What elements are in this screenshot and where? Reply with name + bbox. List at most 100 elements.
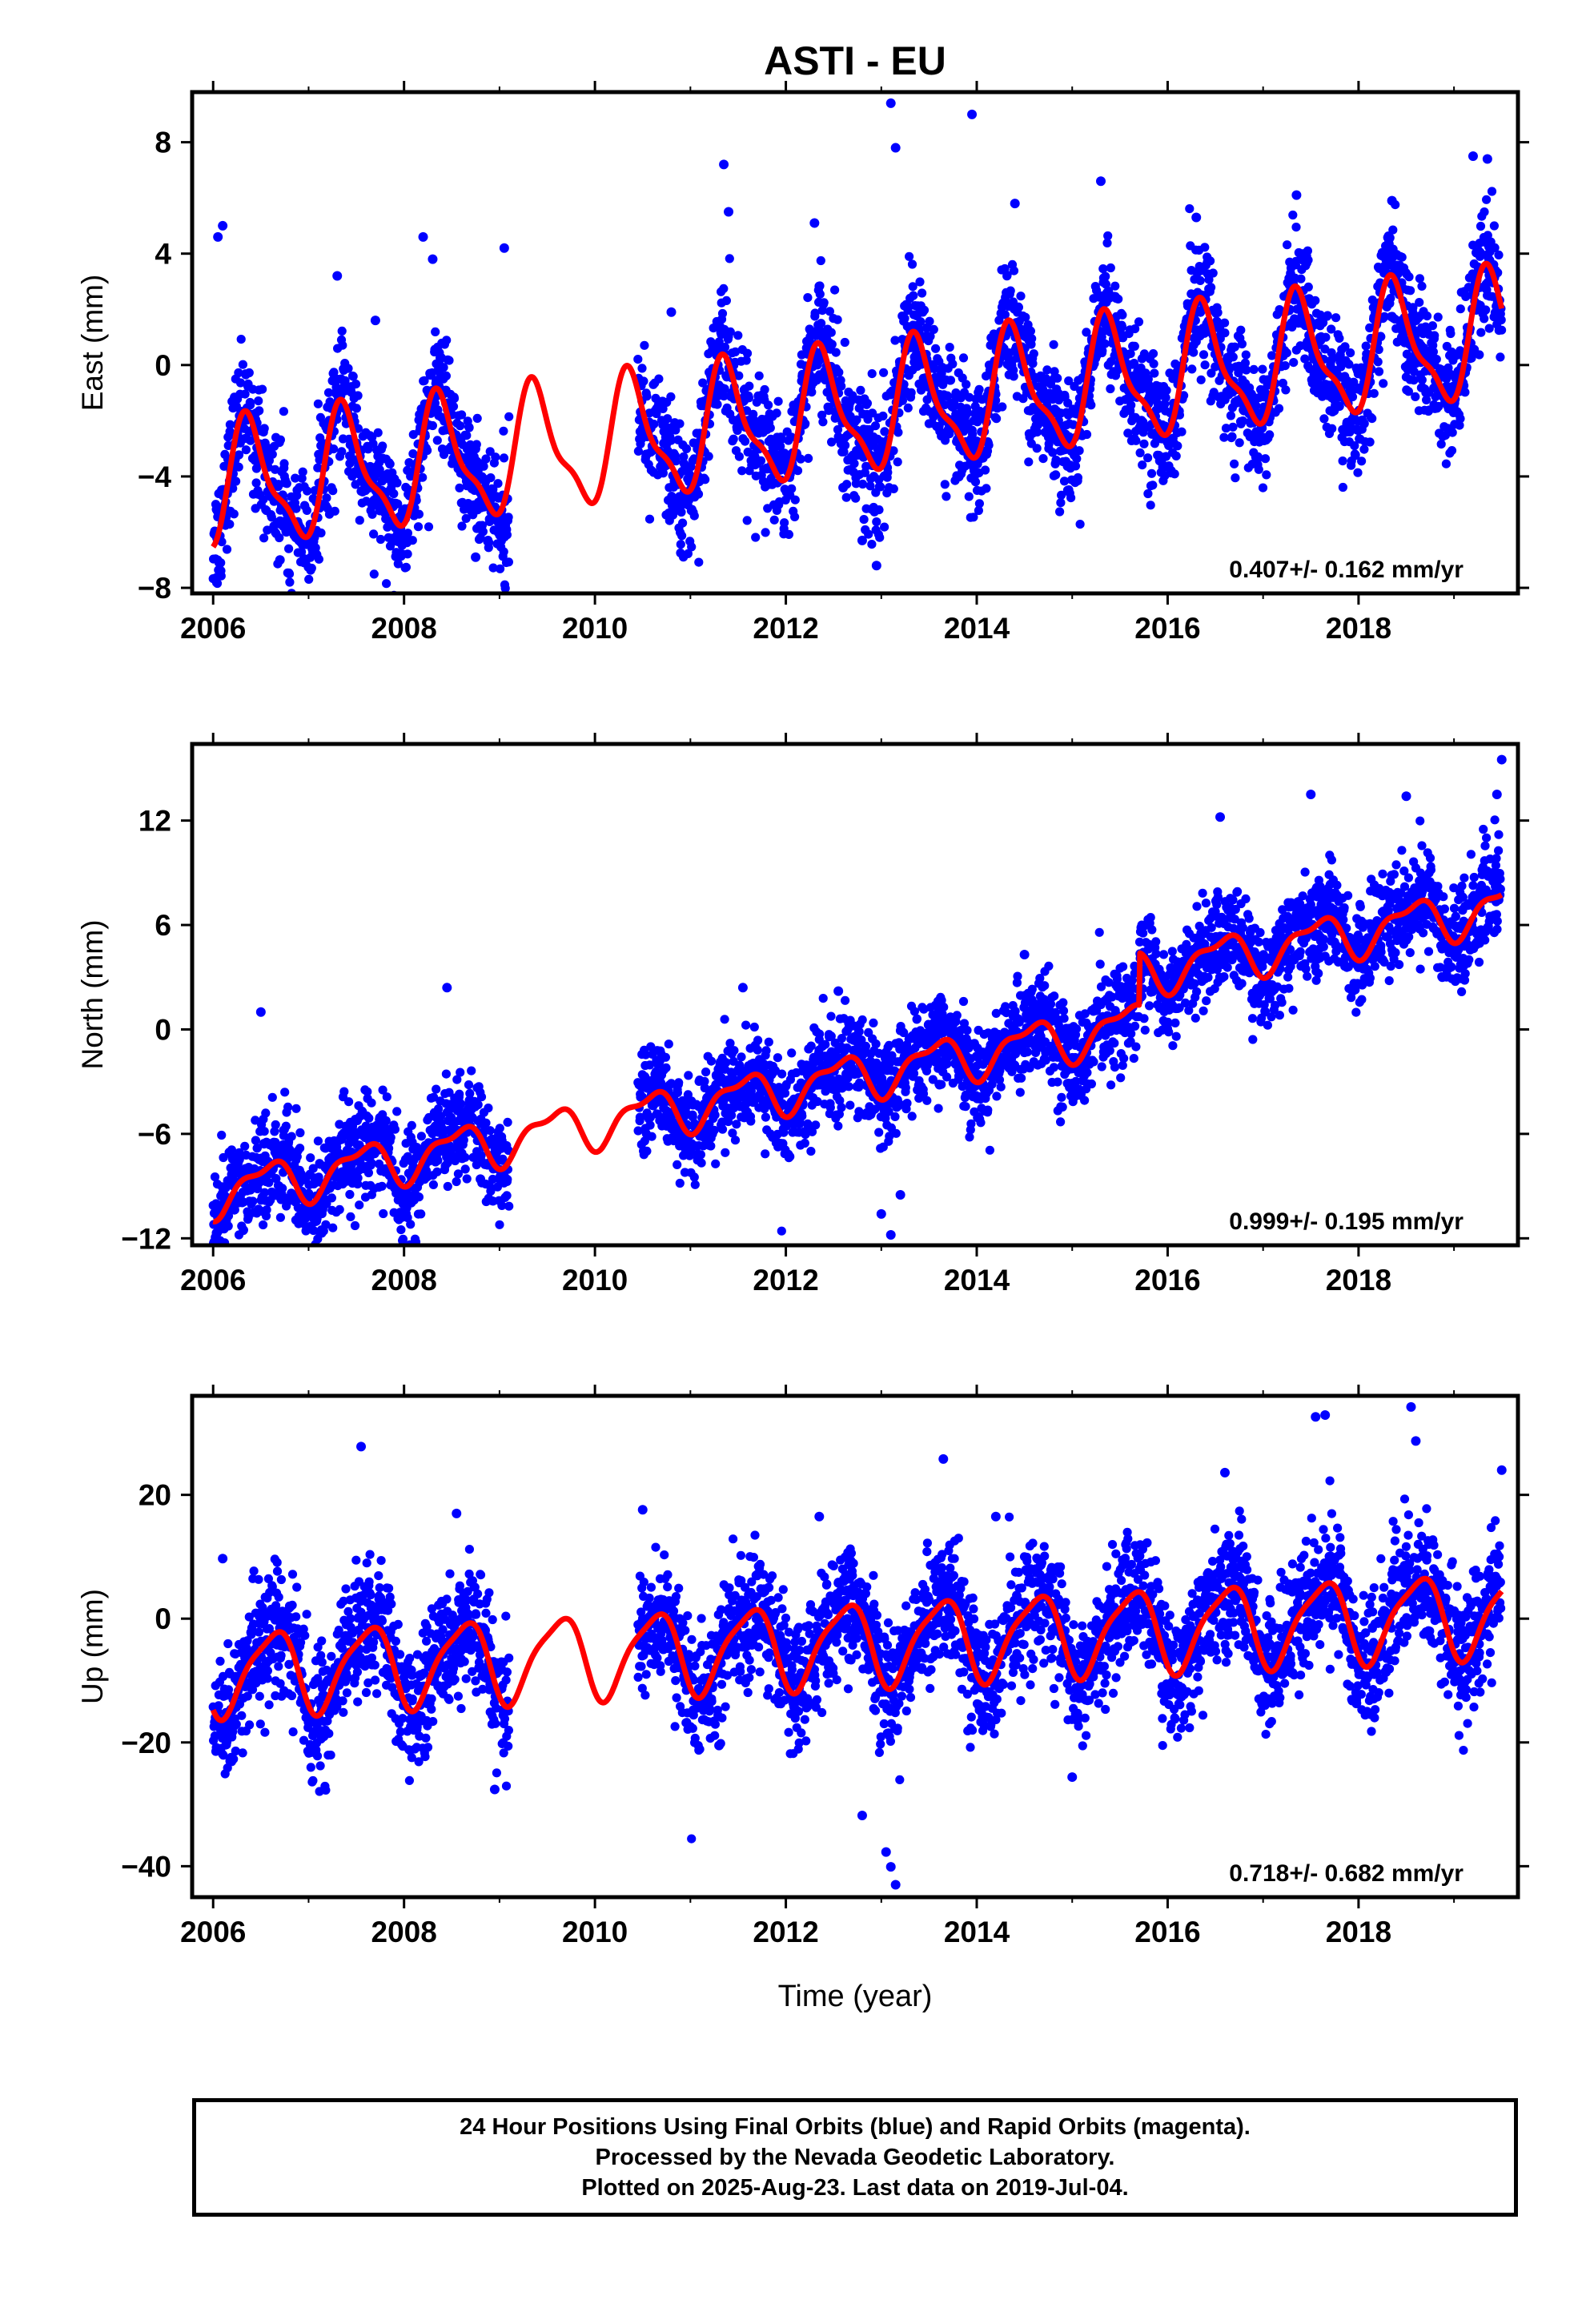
east-point	[769, 515, 779, 525]
east-point	[889, 484, 898, 494]
east-point	[875, 533, 885, 542]
north-point	[721, 1058, 731, 1068]
east-point	[314, 554, 323, 564]
east-point	[676, 540, 685, 549]
north-point	[467, 1066, 476, 1076]
east-point	[841, 493, 851, 502]
east-point	[298, 467, 307, 476]
north-point	[251, 1136, 260, 1145]
east-point	[1475, 350, 1484, 360]
north-point	[406, 1220, 416, 1229]
east-point	[677, 507, 686, 517]
east-outlier-point	[967, 109, 978, 119]
east-point	[1196, 375, 1206, 384]
north-point	[262, 1205, 271, 1215]
east-point	[683, 549, 693, 559]
east-point	[1496, 315, 1506, 325]
east-point	[1303, 282, 1313, 292]
east-point	[833, 424, 843, 435]
east-point	[1102, 238, 1112, 247]
east-point	[1064, 376, 1074, 386]
east-point	[1397, 252, 1407, 262]
north-point	[800, 1138, 809, 1148]
east-point	[917, 288, 927, 298]
east-point	[982, 484, 991, 493]
east-point	[1415, 274, 1424, 283]
east-point	[640, 340, 649, 350]
east-point	[279, 459, 289, 468]
east-point	[742, 516, 752, 525]
east-point	[375, 534, 386, 545]
east-point	[786, 432, 797, 442]
east-point	[369, 529, 379, 539]
east-point	[1146, 501, 1155, 510]
east-point	[737, 466, 747, 476]
east-point	[355, 516, 364, 525]
east-point	[675, 419, 685, 428]
east-point	[216, 558, 226, 568]
east-point	[337, 326, 347, 336]
east-point	[302, 505, 311, 516]
north-point	[647, 1132, 656, 1141]
east-point	[1274, 404, 1284, 413]
east-point	[403, 549, 412, 559]
east-point	[1056, 498, 1066, 508]
east-point	[929, 324, 938, 334]
east-point	[744, 393, 754, 403]
east-point	[367, 509, 377, 519]
east-point	[734, 452, 745, 461]
east-point	[817, 319, 826, 328]
east-point	[734, 371, 744, 380]
east-point	[353, 424, 363, 433]
east-point	[1323, 311, 1332, 320]
east-point	[772, 408, 781, 418]
east-point	[259, 495, 268, 505]
east-point	[698, 378, 708, 388]
east-point	[234, 368, 243, 378]
north-point	[261, 1108, 271, 1118]
north-point	[495, 1124, 504, 1133]
east-point	[1139, 439, 1149, 448]
east-point	[1143, 453, 1153, 463]
east-point	[1000, 310, 1010, 320]
east-point	[303, 607, 311, 616]
east-point	[310, 533, 319, 542]
east-point	[323, 388, 334, 397]
east-point	[1357, 456, 1367, 466]
east-point	[1082, 429, 1092, 440]
east-outlier-point	[1010, 199, 1020, 209]
east-point	[1441, 459, 1451, 468]
east-point	[742, 348, 753, 358]
north-point	[737, 1052, 746, 1062]
north-point	[432, 1167, 442, 1176]
east-point	[1497, 325, 1507, 335]
north-point	[392, 1107, 402, 1116]
east-point	[1303, 246, 1312, 255]
east-point	[1114, 294, 1123, 304]
north-point	[462, 1174, 472, 1184]
east-point	[353, 391, 363, 400]
east-point	[464, 423, 474, 432]
north-point	[346, 1212, 355, 1221]
east-point	[761, 528, 770, 537]
north-point	[379, 1208, 388, 1219]
east-point	[255, 406, 264, 416]
north-point	[267, 1092, 277, 1102]
north-point	[428, 1180, 439, 1189]
east-point	[1195, 275, 1205, 285]
east-point	[1098, 346, 1107, 356]
north-point	[407, 1120, 416, 1130]
east-point	[1254, 464, 1263, 474]
east-point	[1480, 207, 1489, 217]
north-point	[503, 1117, 512, 1127]
east-point	[851, 479, 861, 489]
east-point	[831, 348, 841, 357]
east-point	[826, 328, 836, 337]
east-point	[926, 332, 935, 341]
north-point	[460, 1164, 470, 1174]
east-point	[803, 293, 813, 303]
north-point	[313, 1136, 323, 1146]
east-point	[481, 454, 491, 464]
north-point	[295, 1144, 305, 1153]
east-point	[1027, 334, 1037, 344]
